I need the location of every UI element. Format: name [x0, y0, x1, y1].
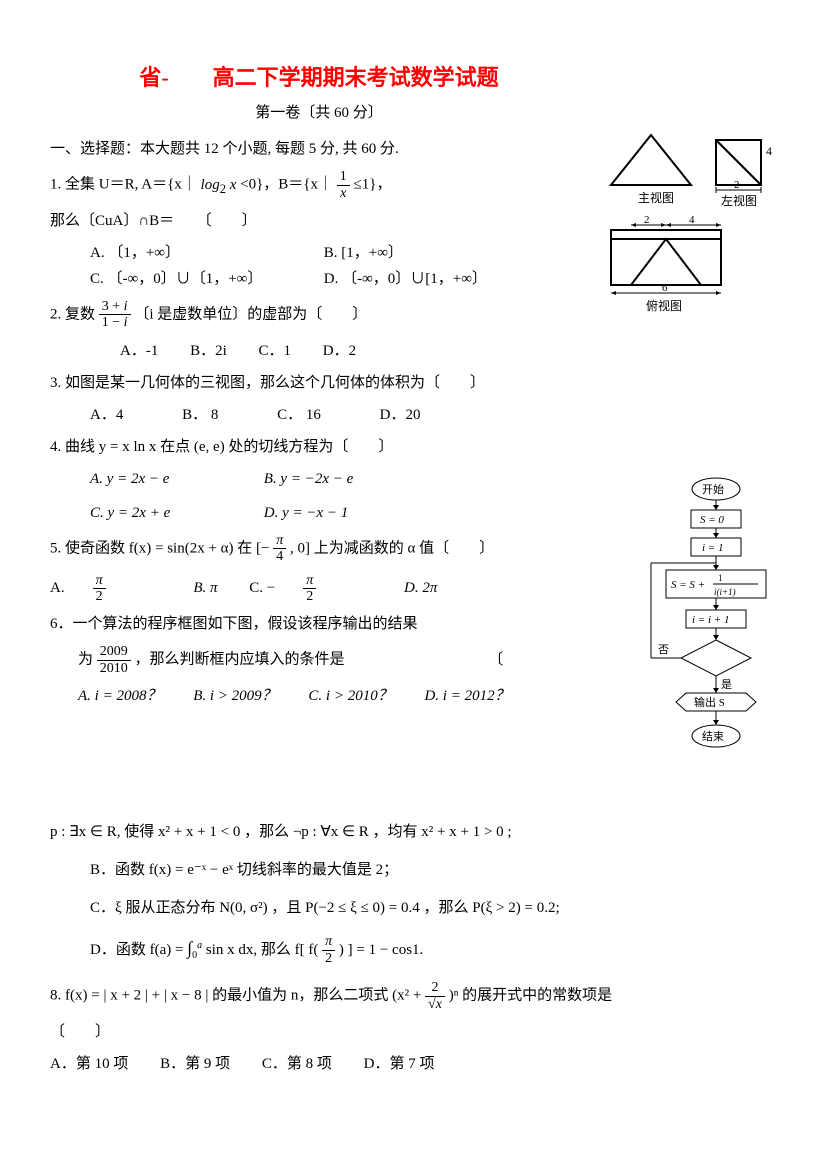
q4-D: D. y = −x − 1 — [264, 505, 349, 521]
question-1: 1. 全集 U＝R, A＝{x｜ log2 x <0}，B＝{x｜ 1x ≤1}… — [50, 169, 776, 201]
q6-C: C. i > 2010？ — [308, 684, 392, 708]
q8-C: C．第 8 项 — [262, 1052, 332, 1076]
q1-B: B. [1，+∞〕 — [324, 245, 403, 261]
page-title: 省- 高二下学期期末考试数学试题 — [50, 60, 776, 95]
question-2: 2. 复数 3 + i1 − i 〔i 是虚数单位〕的虚部为〔 〕 — [50, 299, 776, 331]
left-dim-4: 4 — [766, 144, 772, 158]
fc-out: 输出 S — [694, 695, 725, 709]
q7-options: B．函数 f(x) = e⁻ˣ − eˣ 切线斜率的最大值是 2； C．ξ 服从… — [90, 858, 776, 966]
fc-end: 结束 — [702, 730, 724, 743]
q7-D: D．函数 f(a) = ∫0a sin x dx, 那么 f[ f( π2 ) … — [90, 934, 776, 966]
q7-C: C．ξ 服从正态分布 N(0, σ²) ，且 P(−2 ≤ ξ ≤ 0) = 0… — [90, 896, 776, 920]
q7-p: p : ∃x ∈ R, 使得 x² + x + 1 < 0 ，那么 ¬p : ∀… — [50, 820, 776, 844]
question-6-line1: 6．一个算法的程序框图如下图，假设该程序输出的结果 — [50, 612, 776, 636]
q6-B: B. i > 2009？ — [193, 684, 276, 708]
q8-A: A．第 10 项 — [50, 1052, 128, 1076]
q2-C: C．1 — [259, 339, 292, 363]
q2-stem-b: 〔i 是虚数单位〕的虚部为〔 〕 — [134, 306, 367, 322]
q5-B: B. π — [193, 576, 217, 600]
q8-D: D．第 7 项 — [364, 1052, 435, 1076]
q2-D: D．2 — [323, 339, 356, 363]
q4-stem: 4. 曲线 y = x ln x 在点 (e, e) 处的切线方程为〔 〕 — [50, 439, 393, 455]
question-5: 5. 使奇函数 f(x) = sin(2x + α) 在 [− π4 , 0] … — [50, 533, 776, 565]
q2-options: A．-1 B．2i C．1 D．2 — [120, 339, 776, 363]
question-4: 4. 曲线 y = x ln x 在点 (e, e) 处的切线方程为〔 〕 — [50, 435, 776, 459]
q6-D: D. i = 2012？ — [424, 684, 509, 708]
q1-A: A. 〔1，+∞〕 — [90, 241, 320, 265]
q1-D: D. 〔-∞，0〕∪[1，+∞〕 — [324, 271, 487, 287]
fc-start: 开始 — [702, 482, 724, 496]
q2-A: A．-1 — [120, 339, 158, 363]
q6-A: A. i = 2008？ — [78, 684, 161, 708]
q4-C: C. y = 2x + e — [90, 501, 260, 525]
q1-stem-a: 1. 全集 U＝R, A＝{x｜ — [50, 177, 197, 193]
q4-B: B. y = −2x − e — [264, 471, 354, 487]
q5-stem-a: 5. 使奇函数 f(x) = sin(2x + α) 在 [− — [50, 540, 269, 556]
q1-line2: 那么〔CuA〕∩B＝ 〔 〕 — [50, 209, 776, 233]
q6-l2c: 〔 — [488, 652, 503, 668]
question-3: 3. 如图是某一几何体的三视图，那么这个几何体的体积为〔 〕 — [50, 371, 776, 395]
page-subtitle: 第一卷〔共 60 分〕 — [50, 101, 776, 125]
q5-A: A. π2 — [50, 573, 162, 605]
q8-options: A．第 10 项 B．第 9 项 C．第 8 项 D．第 7 项 — [50, 1052, 776, 1076]
q1-C: C. 〔-∞，0〕∪〔1，+∞〕 — [90, 267, 320, 291]
q8-stem-a: 8. f(x) = | x + 2 | + | x − 8 | 的最小值为 n，… — [50, 988, 425, 1004]
q3-B: B． 8 — [182, 403, 218, 427]
q5-D: D. 2π — [404, 576, 437, 600]
q8-stem-b: )ⁿ 的展开式中的常数项是 — [449, 988, 612, 1004]
q6-l2b: ，那么判断框内应填入的条件是 — [135, 652, 345, 668]
q7-B: B．函数 f(x) = e⁻ˣ − eˣ 切线斜率的最大值是 2； — [90, 858, 776, 882]
question-8: 8. f(x) = | x + 2 | + | x − 8 | 的最小值为 n，… — [50, 980, 776, 1012]
q5-stem-b: , 0] 上为减函数的 α 值〔 〕 — [290, 540, 494, 556]
top-dim-6: 6 — [662, 282, 668, 294]
q8-B: B．第 9 项 — [160, 1052, 230, 1076]
q2-B: B．2i — [190, 339, 227, 363]
question-6-line2: 为 20092010 ，那么判断框内应填入的条件是 〔 — [78, 644, 776, 676]
q6-l2a: 为 — [78, 652, 93, 668]
q2-stem-a: 2. 复数 — [50, 306, 95, 322]
q8-line2: 〔 〕 — [50, 1020, 776, 1044]
q3-options: A．4 B． 8 C． 16 D．20 — [90, 403, 776, 427]
q3-C: C． 16 — [277, 403, 321, 427]
q5-C: C. −π2 — [249, 573, 372, 605]
q4-A: A. y = 2x − e — [90, 467, 260, 491]
q1-stem-c: ≤1}， — [354, 177, 392, 193]
q1-stem-b: <0}，B＝{x｜ — [240, 177, 333, 193]
q3-D: D．20 — [380, 403, 421, 427]
fc-yes: 是 — [721, 678, 732, 691]
fc-s0: S = 0 — [700, 514, 724, 526]
q5-options: A. π2 B. π C. −π2 D. 2π — [50, 573, 776, 605]
q3-A: A．4 — [90, 403, 123, 427]
